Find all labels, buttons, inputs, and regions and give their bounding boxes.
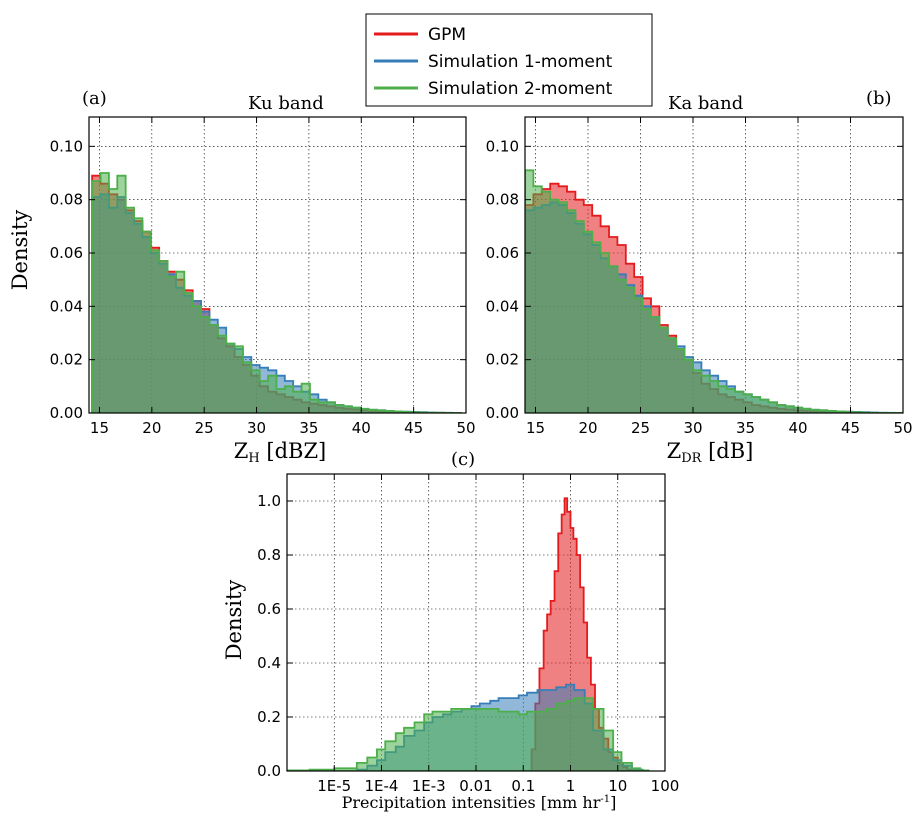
panel-c-ylabel: Density: [222, 580, 246, 661]
y-tick-label: 0.8: [257, 546, 281, 564]
y-tick-label: 0.02: [486, 351, 519, 369]
x-tick-label: 45: [841, 419, 860, 437]
x-tick-label: 30: [247, 419, 266, 437]
panel-label-c: (c): [451, 449, 475, 470]
y-tick-label: 0.06: [486, 244, 519, 262]
x-tick-label: 1: [566, 777, 576, 795]
x-tick-label: 1E-3: [412, 777, 446, 795]
axes-frame: [88, 116, 467, 414]
x-tick-label: 20: [142, 419, 161, 437]
y-tick-label: 0.02: [50, 351, 83, 369]
plot-panel-3: 1E-5 1E-4 1E-3 0.01 0.1 1 10 100 0.0 0.2 0.4 0.6 0.8…: [257, 473, 680, 795]
x-tick-label: 20: [578, 419, 597, 437]
x-tick-label: 25: [631, 419, 650, 437]
x-tick-label: 35: [736, 419, 755, 437]
legend-label-gpm: GPM: [428, 25, 466, 45]
y-tick-label: 0.06: [50, 244, 83, 262]
x-tick-label: 25: [195, 419, 214, 437]
panel-label-b: (b): [866, 88, 892, 109]
y-tick-label: 0.10: [50, 137, 83, 155]
x-tick-label: 15: [526, 419, 545, 437]
panel-title-a: Ku band: [248, 93, 324, 114]
panel-a-ylabel: Density: [8, 210, 32, 291]
series-sim2-panel-1: [91, 172, 462, 413]
y-tick-label: 0.04: [486, 297, 519, 315]
x-tick-label: 0.01: [459, 777, 492, 795]
legend-label-sim2: Simulation 2-moment: [428, 79, 613, 99]
legend: GPM Simulation 1-moment Simulation 2-mom…: [365, 13, 653, 107]
y-tick-label: 1.0: [257, 492, 281, 510]
y-tick-label: 0.10: [486, 137, 519, 155]
plot-panel-1: 15 20 25 30 35 40 45 50 0.00 0.02 0.04 0.06 0.08 0.10: [50, 116, 476, 437]
plot-layer: 15 20 25 30 35 40 45 500.000.020.040.060.080.10…: [50, 116, 913, 795]
x-tick-label: 45: [404, 419, 423, 437]
y-tick-label: 0.00: [486, 404, 519, 422]
x-tick-label: 50: [893, 419, 912, 437]
x-tick-label: 40: [352, 419, 371, 437]
y-tick-label: 0.04: [50, 297, 83, 315]
x-tick-label: 1E-5: [317, 777, 351, 795]
y-tick-label: 0.6: [257, 600, 281, 618]
y-tick-label: 0.00: [50, 404, 83, 422]
x-tick-label: 15: [90, 419, 109, 437]
x-tick-label: 30: [683, 419, 702, 437]
y-tick-label: 0.4: [257, 654, 281, 672]
axes-frame: [524, 116, 904, 414]
x-tick-label: 50: [456, 419, 475, 437]
y-tick-label: 0.2: [257, 708, 281, 726]
series-sim2-panel-3: [287, 697, 650, 771]
y-tick-label: 0.0: [257, 762, 281, 780]
x-tick-label: 35: [299, 419, 318, 437]
panel-label-a: (a): [82, 88, 107, 109]
x-tick-label: 0.1: [511, 777, 535, 795]
plot-panel-2: 15 20 25 30 35 40 45 50 0.00 0.02 0.04 0.06 0.08 0.10: [486, 116, 913, 437]
x-tick-label: 10: [608, 777, 627, 795]
series-sim2-panel-2: [525, 169, 903, 413]
panel-title-b: Ka band: [668, 93, 743, 114]
y-tick-label: 0.08: [486, 191, 519, 209]
panel-b-xlabel: ZDR [dB]: [667, 439, 754, 466]
panel-a-xlabel: ZH [dBZ]: [234, 439, 326, 466]
x-tick-label: 40: [788, 419, 807, 437]
panel-c-xlabel: Precipitation intensities [mm hr-1]: [342, 793, 617, 812]
x-tick-label: 100: [651, 777, 680, 795]
y-tick-label: 0.08: [50, 191, 83, 209]
legend-label-sim1: Simulation 1-moment: [428, 52, 613, 72]
x-tick-label: 1E-4: [365, 777, 399, 795]
